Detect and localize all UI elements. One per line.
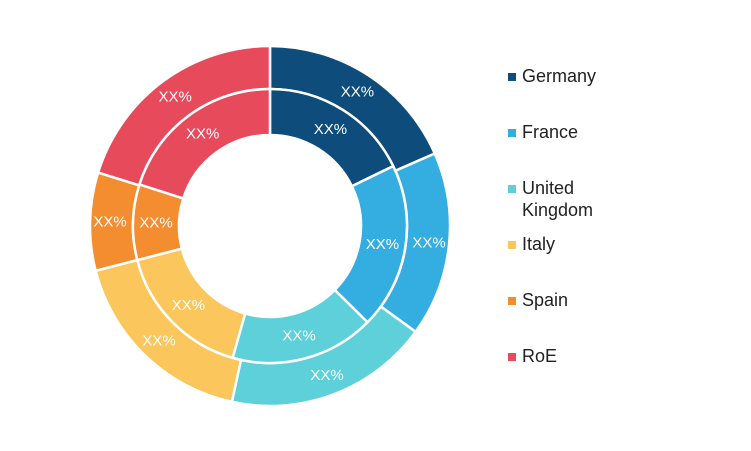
inner-label-united-kingdom: XX%	[282, 328, 315, 345]
legend-item-roe: RoE	[508, 345, 557, 367]
outer-label-spain: XX%	[93, 213, 126, 230]
inner-label-france: XX%	[366, 236, 399, 253]
outer-label-france: XX%	[412, 235, 445, 252]
outer-ring	[88, 44, 452, 408]
inner-label-italy: XX%	[172, 297, 205, 314]
outer-label-roe: XX%	[158, 89, 191, 106]
inner-slice-roe	[137, 87, 272, 200]
legend-item-united-kingdom: United Kingdom	[508, 177, 593, 221]
legend-item-france: France	[508, 121, 578, 143]
slice-labels: XX% XX% XX% XX% XX% XX% XX% XX% XX% XX% XX% XX%	[93, 83, 445, 383]
legend-swatch-france	[508, 129, 516, 137]
inner-ring	[131, 87, 409, 365]
outer-label-italy: XX%	[142, 333, 175, 350]
legend-label-france: France	[522, 122, 579, 142]
legend-swatch-united-kingdom	[508, 185, 516, 193]
legend-item-germany: Germany	[508, 65, 596, 87]
inner-label-spain: XX%	[139, 214, 172, 231]
inner-label-roe: XX%	[186, 125, 219, 142]
legend-item-spain: Spain	[508, 289, 568, 311]
outer-label-germany: XX%	[341, 83, 374, 100]
legend-swatch-italy	[508, 241, 516, 249]
legend-swatch-germany	[508, 73, 516, 81]
legend-item-italy: Italy	[508, 233, 555, 255]
legend-label-spain: Spain	[522, 290, 569, 310]
inner-label-germany: XX%	[314, 121, 347, 138]
legend-label-united-kingdom: United Kingdom	[522, 178, 594, 220]
legend-label-italy: Italy	[522, 234, 556, 254]
legend-label-roe: RoE	[522, 346, 558, 366]
outer-label-united-kingdom: XX%	[310, 367, 343, 384]
legend-swatch-roe	[508, 353, 516, 361]
legend-label-germany: Germany	[522, 66, 597, 86]
legend-swatch-spain	[508, 297, 516, 305]
